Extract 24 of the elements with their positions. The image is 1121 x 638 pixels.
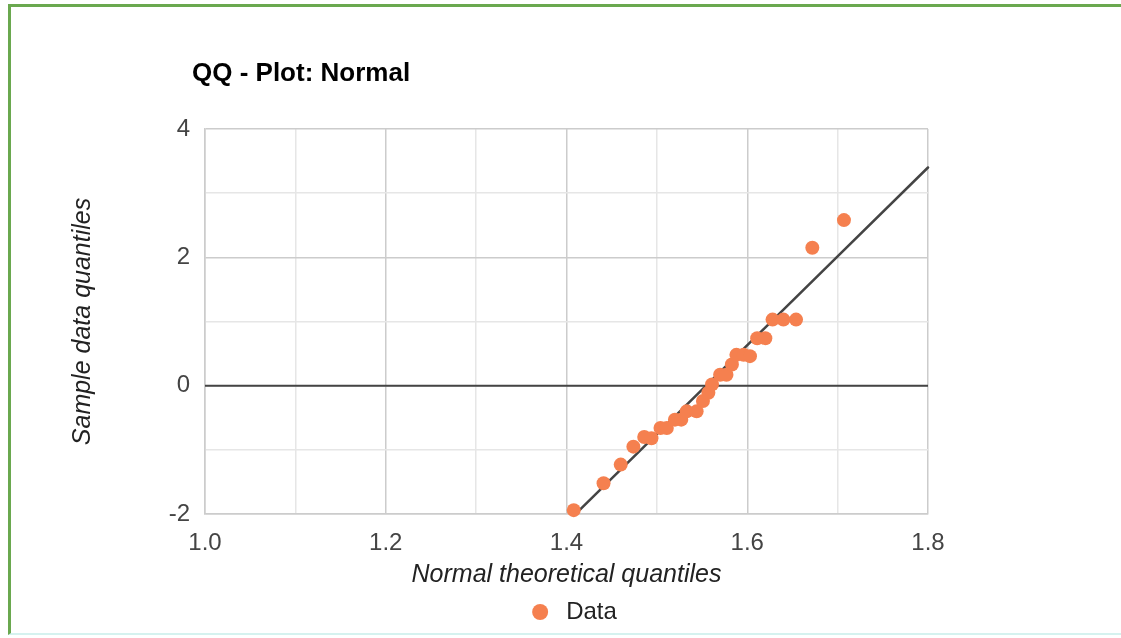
- point: [705, 377, 719, 392]
- y-tick-label: 0: [176, 370, 190, 398]
- x-tick-label: 1.2: [369, 528, 403, 556]
- point: [626, 439, 641, 454]
- point: [776, 312, 791, 327]
- point: [644, 431, 659, 446]
- point: [566, 503, 581, 518]
- x-axis-title: Normal theoretical quantiles: [411, 558, 722, 587]
- point: [805, 240, 820, 255]
- x-tick-label: 1.6: [730, 528, 764, 556]
- y-tick-label: 4: [176, 113, 190, 141]
- x-tick-label: 1.4: [549, 528, 584, 556]
- point: [789, 312, 804, 327]
- point: [596, 476, 611, 491]
- point: [689, 404, 704, 419]
- y-tick-label: -2: [168, 498, 190, 526]
- y-tick-label: 2: [176, 241, 190, 269]
- x-tick-label: 1.0: [188, 528, 222, 556]
- x-tick-label: 1.8: [911, 528, 945, 556]
- point: [836, 213, 851, 228]
- legend-label: Data: [566, 596, 618, 624]
- point: [613, 457, 628, 472]
- y-axis-title: Sample data quantiles: [66, 197, 95, 446]
- chart-title: QQ - Plot: Normal: [192, 57, 411, 88]
